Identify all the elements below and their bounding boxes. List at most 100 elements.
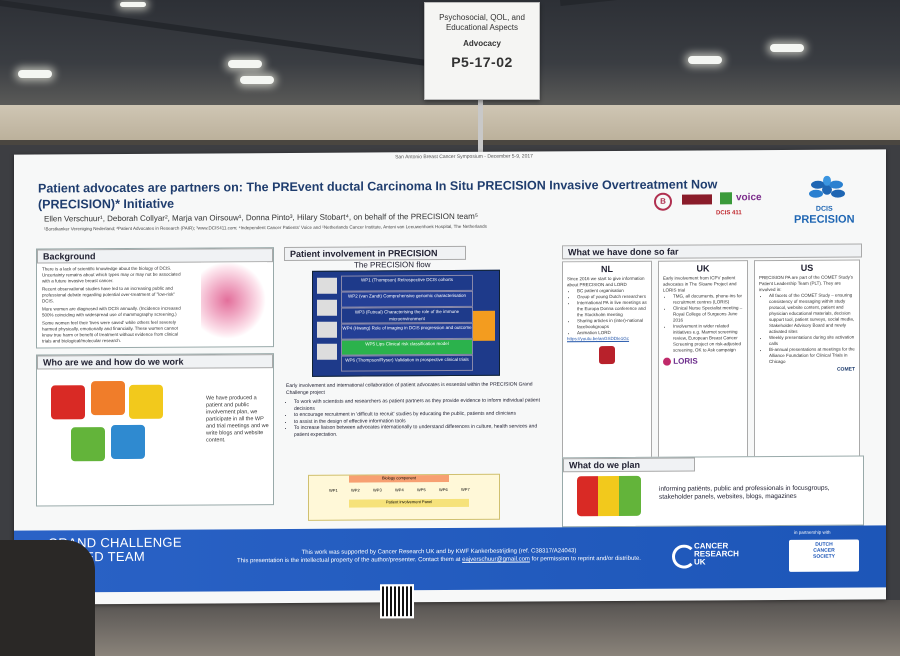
wall-stripe xyxy=(0,140,900,146)
funding-banner: GRAND CHALLENGE FUNDED TEAM This work wa… xyxy=(14,525,886,593)
flow-wp: WP6 (Thompson/Ryser) Validation in prosp… xyxy=(341,354,473,372)
done-nl-link[interactable]: https://youtu.be/anGSDDIe1Gc xyxy=(567,335,630,342)
list-item: Sharing articles in (inter)-national fac… xyxy=(577,318,647,330)
wp-diagram-wp: WP7 xyxy=(461,486,470,492)
who-text: We have produced a patient and public in… xyxy=(206,395,269,444)
poster-authors: Ellen Verschuur¹, Deborah Collyar², Marj… xyxy=(44,211,479,224)
who-section: Who are we and how do we work We have pr… xyxy=(36,353,274,507)
funding-line2a: This presentation is the intellectual pr… xyxy=(237,556,461,565)
puzzle-avatar-icon xyxy=(129,384,163,419)
done-heading: What we have done so far xyxy=(562,243,862,260)
funding-line2b: for permission to reprint and/or distrib… xyxy=(531,555,641,563)
chair xyxy=(0,540,95,656)
background-section: Background There is a lack of scientific… xyxy=(36,247,274,349)
flow-side-box xyxy=(317,277,337,294)
wp-diagram-wp: WP5 xyxy=(417,487,426,493)
background-text: There is a lack of scientific knowledge … xyxy=(37,263,191,348)
dutch-cancer-society-logo: DUTCH CANCER SOCIETY xyxy=(789,539,859,572)
done-uk-text: Early involvement from ICPV patient advo… xyxy=(659,273,747,368)
dcis411-logo: DCIS 411 xyxy=(716,210,742,217)
flow-side-box xyxy=(317,343,337,360)
involvement-bullets: To work with scientists and researchers … xyxy=(284,397,552,438)
funding-text: This work was supported by Cancer Resear… xyxy=(214,547,664,566)
ceiling-light xyxy=(240,76,274,84)
done-nl-heading: NL xyxy=(601,264,613,275)
breast-illustration-icon xyxy=(201,262,267,339)
qr-code-icon xyxy=(380,584,414,619)
list-item: Clinical Nurse Specialist meeting –Royal… xyxy=(673,305,743,323)
poster-title: Patient advocates are partners on: The P… xyxy=(38,177,718,212)
background-p1: There is a lack of scientific knowledge … xyxy=(42,265,181,284)
plan-text: informing patiënts, public and professio… xyxy=(659,484,830,501)
involvement-heading: Patient involvement in PRECISION xyxy=(284,245,466,262)
ceiling-light xyxy=(18,70,52,78)
conference-line: San Antonio Breast Cancer Symposium - De… xyxy=(395,153,533,161)
list-item: All facets of the COMET Study – ensuring… xyxy=(769,293,855,336)
puzzle-avatar-icon xyxy=(71,427,105,462)
lord-logo-icon xyxy=(599,345,615,365)
icpv-logo: voice xyxy=(736,192,762,204)
loris-logo: LORIS xyxy=(663,356,743,366)
wp-diagram-wp: WP3 xyxy=(373,487,382,493)
list-item: Weekly presentations during site activat… xyxy=(769,335,855,348)
plan-section: What do we plan informing patiënts, publ… xyxy=(562,455,864,528)
done-us-heading: US xyxy=(800,262,814,273)
done-us-intro: PRECISION PA are part of the COMET Study… xyxy=(759,274,853,293)
wp-diagram-panel: Patient involvement Panel xyxy=(349,498,469,508)
puzzle-avatar-icon xyxy=(51,385,85,420)
flow-wp: WP3 (Futreal) Characterising the role of… xyxy=(341,306,473,324)
list-item: International PA in live meetings as the… xyxy=(577,300,647,318)
done-section: What we have done so far NL Since 2016 w… xyxy=(562,243,862,483)
flow-title: The PRECISION flow xyxy=(354,260,431,270)
precision-flow-diagram: WP1 (Thompson) Retrospective DCIS cohort… xyxy=(312,269,500,377)
icpv-logo-icon xyxy=(720,192,732,205)
puzzle-avatar-icon xyxy=(111,424,145,460)
sign-board-number: P5-17-02 xyxy=(451,54,513,70)
wp-diagram-wp: WP6 xyxy=(439,487,448,493)
sign-subcategory: Advocacy xyxy=(463,39,501,48)
ceiling-light xyxy=(770,44,804,52)
sign-category: Psychosocial, QOL, and Educational Aspec… xyxy=(439,13,525,32)
done-us-text: PRECISION PA are part of the COMET Study… xyxy=(755,273,859,376)
precision-logo: DCIS PRECISION xyxy=(794,204,855,226)
poster: San Antonio Breast Cancer Symposium - De… xyxy=(14,149,886,619)
flow-wp: WP2 (van Zandt) Comprehensive genomic ch… xyxy=(341,290,473,308)
done-uk-list: TMG, all documents, phone-ins for recrui… xyxy=(663,293,743,353)
done-nl-list: BC patient organisation Group of young D… xyxy=(567,288,647,336)
plan-heading: What do we plan xyxy=(563,457,695,473)
list-item: TMG, all documents, phone-ins for recrui… xyxy=(673,293,743,305)
back-wall xyxy=(0,105,900,145)
dcs-line3: SOCIETY xyxy=(813,553,835,560)
comet-logo: COMET xyxy=(836,366,855,373)
list-item: Involvement in wider related initiatives… xyxy=(673,323,743,353)
precision-flower-icon xyxy=(809,175,845,198)
sign-pole xyxy=(478,98,483,160)
ceiling-light xyxy=(688,56,722,64)
header-logos: B DCIS 411 voice DCIS PRECISION xyxy=(654,175,884,240)
wp-diagram-wp: WP2 xyxy=(351,487,360,493)
done-uk-heading: UK xyxy=(696,263,710,274)
who-heading: Who are we and how do we work xyxy=(37,354,273,370)
precision-logo-line2: PRECISION xyxy=(794,213,855,226)
involvement-intro: Early involvement and international coll… xyxy=(286,381,533,396)
done-uk-intro: Early involvement from ICPV patient advo… xyxy=(663,275,737,293)
involvement-section: Patient involvement in PRECISION The PRE… xyxy=(284,245,546,527)
flow-side-box xyxy=(317,299,337,316)
done-col-uk: UK Early involvement from ICPV patient a… xyxy=(658,260,748,481)
contact-email[interactable]: eajverschuur@gmail.com xyxy=(462,556,530,563)
loris-logo-icon xyxy=(663,357,671,366)
bvn-logo-icon: B xyxy=(654,192,672,211)
ceiling-light xyxy=(228,60,262,68)
cruk-logo-icon xyxy=(672,544,696,569)
flow-wp: WP1 (Thompson) Retrospective DCIS cohort… xyxy=(341,274,473,292)
loris-logo-text: LORIS xyxy=(673,356,698,366)
done-us-list: All facets of the COMET Study – ensuring… xyxy=(759,293,855,366)
floor xyxy=(0,600,900,656)
partnership-label: in partnership with xyxy=(794,529,831,535)
background-p3: More women are diagnosed with DCIS annua… xyxy=(42,305,181,318)
wp-diagram-wp: WP4 xyxy=(395,487,404,493)
wp-diagram-wp: WP1 xyxy=(329,487,338,493)
flow-side-box xyxy=(317,321,337,338)
plan-puzzle-icon xyxy=(577,475,641,517)
done-nl-text: Since 2016 we start to give information … xyxy=(563,274,651,367)
